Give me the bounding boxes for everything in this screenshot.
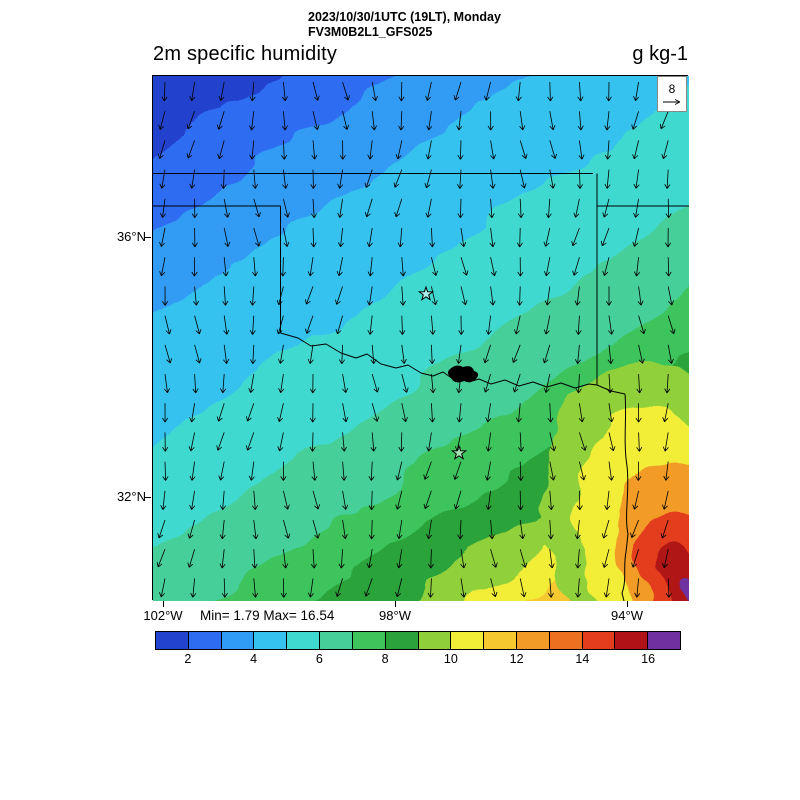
state-borders	[153, 173, 689, 601]
reference-vector-arrow-icon	[663, 99, 681, 105]
lat-label-32N: 32°N	[116, 489, 146, 504]
lat-label-36N: 36°N	[116, 229, 146, 244]
colorbar-cell	[516, 632, 550, 649]
colorbar-cell	[254, 632, 288, 649]
colorbar-tick-label: 14	[575, 652, 590, 666]
colorbar-cell	[385, 632, 419, 649]
reference-vector-box: 8	[657, 76, 687, 112]
valid-time-title: 2023/10/30/1UTC (19LT), Monday	[308, 10, 501, 24]
lat-tick-36N	[145, 237, 151, 238]
wind-arrows-layer	[156, 81, 676, 598]
colorbar-ticks: 2 4 6 8 10 12 14 16	[155, 652, 681, 668]
colorbar-tick-label: 8	[381, 652, 389, 666]
colorbar-cell	[451, 632, 485, 649]
lon-tick-98W	[395, 601, 396, 607]
plot-header: 2023/10/30/1UTC (19LT), Monday FV3M0B2L1…	[308, 10, 501, 40]
colorbar-cell	[484, 632, 517, 649]
colorbar-cell	[156, 632, 189, 649]
map-frame: 8	[152, 75, 689, 601]
lat-tick-32N	[145, 497, 151, 498]
colorbar-cell	[648, 632, 680, 649]
min-max-label: Min= 1.79 Max= 16.54	[200, 608, 335, 623]
city-star-marker	[450, 444, 468, 460]
colorbar-tick-label: 4	[250, 652, 258, 666]
field-title: 2m specific humidity	[153, 43, 338, 65]
colorbar-cell	[352, 632, 386, 649]
colorbar-cell	[418, 632, 452, 649]
lake-feature	[447, 365, 479, 383]
colorbar	[155, 631, 681, 650]
lon-label-94W: 94°W	[611, 608, 643, 623]
colorbar-tick-label: 16	[641, 652, 656, 666]
colorbar-cell	[287, 632, 321, 649]
lon-tick-94W	[627, 601, 628, 607]
units-label: g kg-1	[632, 43, 688, 65]
lon-label-98W: 98°W	[379, 608, 411, 623]
colorbar-cell	[615, 632, 649, 649]
colorbar-tick-label: 10	[443, 652, 458, 666]
map-canvas	[153, 76, 689, 601]
lon-label-102W: 102°W	[143, 608, 183, 623]
colorbar-tick-label: 12	[509, 652, 524, 666]
colorbar-cell	[582, 632, 616, 649]
colorbar-cell	[188, 632, 222, 649]
colorbar-cell	[320, 632, 353, 649]
city-star-marker	[417, 285, 435, 301]
reference-vector-value: 8	[668, 82, 676, 96]
humidity-field	[153, 76, 689, 601]
colorbar-cell	[549, 632, 583, 649]
colorbar-tick-label: 6	[315, 652, 323, 666]
lon-tick-102W	[163, 601, 164, 607]
colorbar-cell	[221, 632, 255, 649]
colorbar-tick-label: 2	[184, 652, 192, 666]
model-run-title: FV3M0B2L1_GFS025	[308, 25, 433, 39]
